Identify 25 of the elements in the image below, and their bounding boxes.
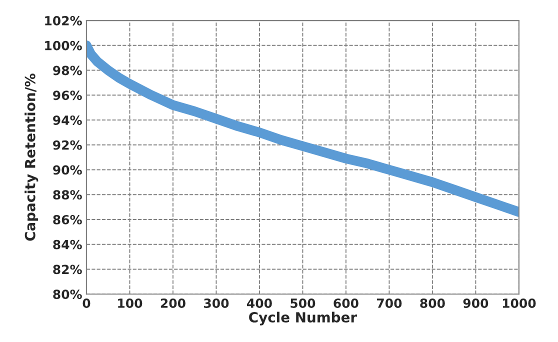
y-tick-label: 86% (53, 214, 82, 224)
y-tick-label: 92% (53, 140, 82, 150)
y-tick-label: 84% (53, 240, 82, 250)
y-tick-label: 100% (45, 40, 82, 50)
x-tick-label: 100 (118, 298, 142, 308)
y-tick-label: 102% (45, 16, 82, 26)
x-tick-label: 600 (334, 298, 358, 308)
y-tick-label: 80% (53, 290, 82, 300)
x-tick-label: 300 (204, 298, 229, 308)
y-tick-label: 98% (53, 66, 82, 76)
x-tick-label: 200 (160, 298, 186, 308)
y-tick-label: 96% (53, 90, 82, 100)
x-tick-label: 700 (376, 298, 402, 308)
y-tick-label: 90% (53, 165, 82, 175)
y-tick-label: 94% (53, 115, 82, 125)
x-tick-label: 900 (463, 298, 488, 308)
x-tick-label: 400 (246, 298, 272, 308)
x-tick-label: 1000 (502, 298, 536, 308)
x-axis-title: Cycle Number (249, 312, 358, 326)
x-tick-label: 0 (82, 298, 90, 308)
x-tick-label: 500 (290, 298, 316, 308)
y-axis-title: Capacity Retention/% (24, 74, 38, 241)
x-tick-label: 800 (420, 298, 445, 308)
y-tick-label: 82% (53, 264, 82, 274)
y-tick-label: 88% (53, 190, 82, 200)
